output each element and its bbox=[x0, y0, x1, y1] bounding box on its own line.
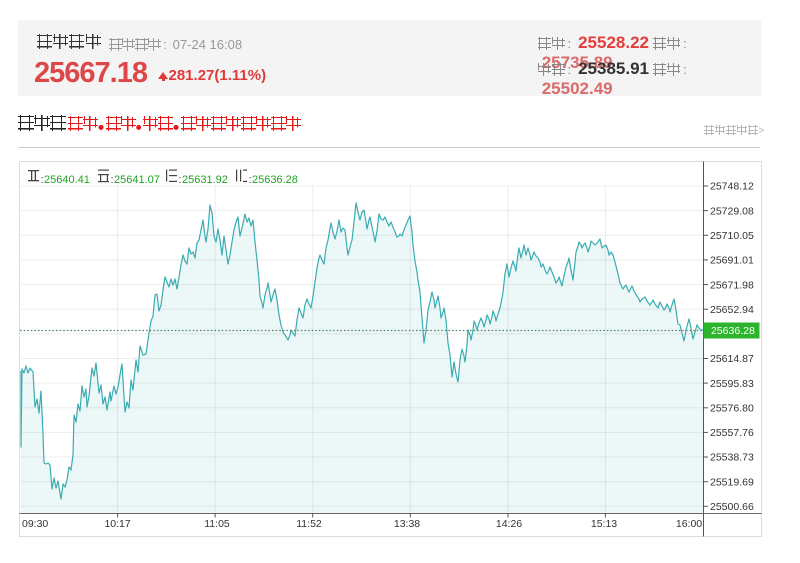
svg-text::: : bbox=[111, 174, 114, 186]
svg-text:25614.87: 25614.87 bbox=[710, 353, 754, 365]
svg-text:25691.01: 25691.01 bbox=[710, 255, 754, 267]
svg-text::: : bbox=[41, 174, 44, 186]
svg-text:25729.08: 25729.08 bbox=[710, 205, 754, 217]
svg-text:15:13: 15:13 bbox=[591, 518, 617, 530]
svg-text:25557.76: 25557.76 bbox=[710, 427, 754, 439]
svg-text:25710.05: 25710.05 bbox=[710, 230, 754, 242]
svg-text:11:52: 11:52 bbox=[296, 518, 322, 530]
svg-text:09:30: 09:30 bbox=[22, 518, 48, 530]
svg-text:11:05: 11:05 bbox=[204, 518, 230, 530]
svg-text:25636.28: 25636.28 bbox=[711, 325, 755, 337]
svg-text:25671.98: 25671.98 bbox=[710, 279, 754, 291]
svg-text:25640.41: 25640.41 bbox=[44, 174, 90, 186]
svg-text:25576.80: 25576.80 bbox=[710, 403, 754, 415]
svg-text:25631.92: 25631.92 bbox=[182, 174, 228, 186]
svg-text:25641.07: 25641.07 bbox=[114, 174, 160, 186]
svg-text:25652.94: 25652.94 bbox=[710, 304, 754, 316]
svg-text:25595.83: 25595.83 bbox=[710, 378, 754, 390]
svg-text::: : bbox=[249, 174, 252, 186]
svg-text::: : bbox=[179, 174, 182, 186]
svg-text:25748.12: 25748.12 bbox=[710, 181, 754, 193]
svg-text:16:00: 16:00 bbox=[676, 518, 702, 530]
svg-text:25636.28: 25636.28 bbox=[252, 174, 298, 186]
svg-text:10:17: 10:17 bbox=[104, 518, 130, 530]
svg-text:25519.69: 25519.69 bbox=[710, 476, 754, 488]
svg-text:14:26: 14:26 bbox=[496, 518, 522, 530]
svg-text:25538.73: 25538.73 bbox=[710, 452, 754, 464]
svg-text:13:38: 13:38 bbox=[394, 518, 420, 530]
svg-text:25500.66: 25500.66 bbox=[710, 501, 754, 513]
